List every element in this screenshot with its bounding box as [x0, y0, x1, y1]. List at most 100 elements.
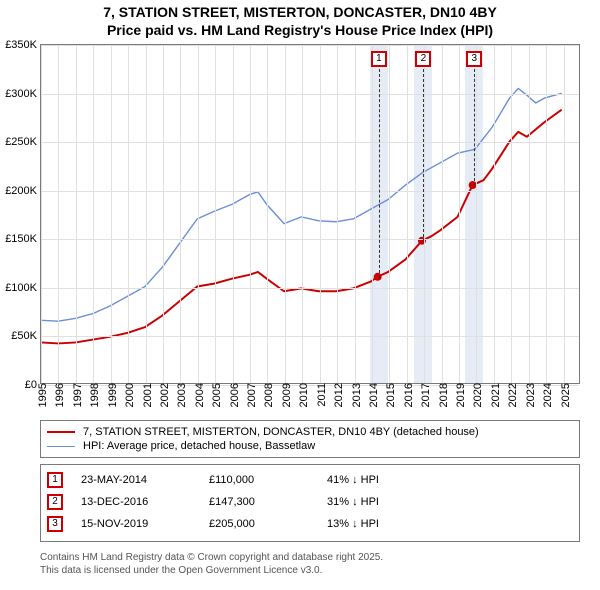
x-tick-label: 1999	[107, 383, 119, 407]
x-tick-label: 2001	[142, 383, 154, 407]
gridline-horizontal	[41, 142, 579, 143]
gridline-vertical	[407, 45, 408, 383]
sale-pct-vs-hpi: 31% ↓ HPI	[327, 496, 573, 508]
sale-marker-icon: 3	[47, 516, 63, 532]
x-tick-label: 2004	[194, 383, 206, 407]
x-tick-label: 2008	[263, 383, 275, 407]
x-tick-label: 2023	[525, 383, 537, 407]
x-tick-label: 2011	[316, 383, 328, 407]
y-tick-label: £150K	[5, 233, 37, 245]
gridline-vertical	[424, 45, 425, 383]
gridline-horizontal	[41, 336, 579, 337]
x-tick-label: 1997	[72, 383, 84, 407]
x-tick-label: 2021	[490, 383, 502, 407]
sales-table: 1 23-MAY-2014 £110,000 41% ↓ HPI 2 13-DE…	[40, 464, 580, 542]
gridline-vertical	[285, 45, 286, 383]
sale-dot	[374, 273, 382, 281]
sale-price: £205,000	[209, 518, 309, 530]
gridline-vertical	[41, 45, 42, 383]
sale-date: 13-DEC-2016	[81, 496, 191, 508]
gridline-horizontal	[41, 288, 579, 289]
x-tick-label: 2007	[246, 383, 258, 407]
x-tick-label: 2003	[176, 383, 188, 407]
footer-attribution: Contains HM Land Registry data © Crown c…	[40, 552, 580, 577]
x-tick-label: 2025	[560, 383, 572, 407]
x-tick-label: 1995	[37, 383, 49, 407]
sale-marker-box: 3	[466, 51, 482, 67]
gridline-vertical	[198, 45, 199, 383]
gridline-vertical	[128, 45, 129, 383]
sale-marker-box: 1	[371, 51, 387, 67]
sale-row: 1 23-MAY-2014 £110,000 41% ↓ HPI	[47, 469, 573, 491]
sale-dot	[469, 181, 477, 189]
gridline-horizontal	[41, 191, 579, 192]
gridline-vertical	[355, 45, 356, 383]
y-tick-label: £250K	[5, 136, 37, 148]
sale-date: 23-MAY-2014	[81, 474, 191, 486]
x-tick-label: 2005	[211, 383, 223, 407]
y-tick-label: £300K	[5, 88, 37, 100]
sale-pct-vs-hpi: 13% ↓ HPI	[327, 518, 573, 530]
sale-price: £147,300	[209, 496, 309, 508]
gridline-vertical	[250, 45, 251, 383]
title-block: 7, STATION STREET, MISTERTON, DONCASTER,…	[0, 0, 600, 39]
sale-row: 2 13-DEC-2016 £147,300 31% ↓ HPI	[47, 491, 573, 513]
gridline-vertical	[76, 45, 77, 383]
chart-plot-area: £0£50K£100K£150K£200K£250K£300K£350K1995…	[40, 44, 580, 384]
chart-container: 7, STATION STREET, MISTERTON, DONCASTER,…	[0, 0, 600, 590]
gridline-vertical	[529, 45, 530, 383]
gridline-vertical	[233, 45, 234, 383]
x-tick-label: 2012	[333, 383, 345, 407]
gridline-vertical	[564, 45, 565, 383]
y-tick-label: £0	[25, 379, 37, 391]
gridline-vertical	[302, 45, 303, 383]
gridline-vertical	[511, 45, 512, 383]
title-line-2: Price paid vs. HM Land Registry's House …	[0, 22, 600, 40]
title-line-1: 7, STATION STREET, MISTERTON, DONCASTER,…	[0, 4, 600, 22]
gridline-vertical	[459, 45, 460, 383]
x-tick-label: 2010	[298, 383, 310, 407]
gridline-vertical	[320, 45, 321, 383]
gridline-vertical	[146, 45, 147, 383]
footer-line-1: Contains HM Land Registry data © Crown c…	[40, 552, 580, 565]
x-tick-label: 2024	[542, 383, 554, 407]
gridline-vertical	[58, 45, 59, 383]
x-tick-label: 1996	[54, 383, 66, 407]
sale-marker-box: 2	[415, 51, 431, 67]
x-tick-label: 2002	[159, 383, 171, 407]
x-tick-label: 2019	[455, 383, 467, 407]
x-tick-label: 1998	[89, 383, 101, 407]
gridline-vertical	[494, 45, 495, 383]
sale-marker-icon: 2	[47, 494, 63, 510]
sale-drop-line	[423, 69, 424, 242]
sale-drop-line	[474, 69, 475, 186]
gridline-vertical	[93, 45, 94, 383]
y-tick-label: £50K	[11, 330, 37, 342]
x-tick-label: 2022	[507, 383, 519, 407]
legend-row-price-paid: 7, STATION STREET, MISTERTON, DONCASTER,…	[47, 425, 573, 439]
sale-price: £110,000	[209, 474, 309, 486]
sale-pct-vs-hpi: 41% ↓ HPI	[327, 474, 573, 486]
plot-svg	[41, 45, 579, 383]
sale-drop-line	[379, 69, 380, 278]
x-tick-label: 2014	[368, 383, 380, 407]
sale-date: 15-NOV-2019	[81, 518, 191, 530]
legend-row-hpi: HPI: Average price, detached house, Bass…	[47, 439, 573, 453]
gridline-vertical	[476, 45, 477, 383]
y-tick-label: £200K	[5, 185, 37, 197]
footer-line-2: This data is licensed under the Open Gov…	[40, 565, 580, 578]
legend-swatch-hpi	[47, 446, 75, 447]
x-tick-label: 2015	[385, 383, 397, 407]
gridline-vertical	[215, 45, 216, 383]
gridline-horizontal	[41, 45, 579, 46]
gridline-vertical	[442, 45, 443, 383]
sale-marker-icon: 1	[47, 472, 63, 488]
x-tick-label: 2020	[472, 383, 484, 407]
gridline-vertical	[372, 45, 373, 383]
y-tick-label: £350K	[5, 39, 37, 51]
gridline-vertical	[267, 45, 268, 383]
x-tick-label: 2016	[403, 383, 415, 407]
gridline-vertical	[163, 45, 164, 383]
gridline-horizontal	[41, 94, 579, 95]
x-tick-label: 2018	[438, 383, 450, 407]
